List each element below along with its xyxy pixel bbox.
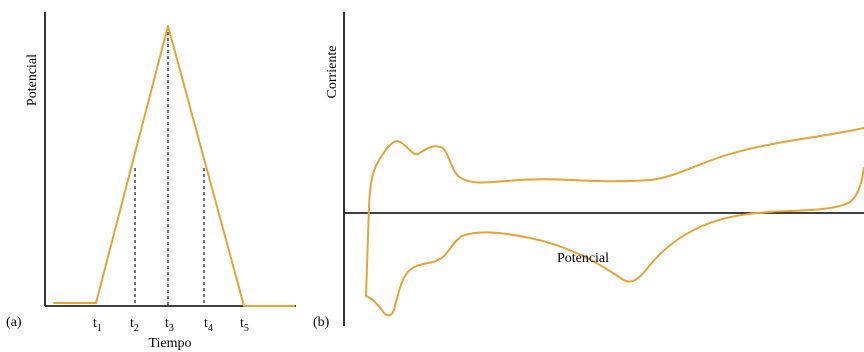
panel-b: Corriente Potencial (b) [313,12,864,330]
panel-a-label: (a) [6,315,22,330]
panel-b-label: (b) [313,315,330,330]
panel-a-ylabel: Potencial [25,54,40,106]
panel-b-xlabel: Potencial [557,251,609,266]
panel-a-xlabel: Tiempo [148,336,191,351]
voltammogram-curve [365,127,864,317]
tick-label-t2: t2 [130,316,139,334]
panel-a: Potencial Tiempo (a) t1 t2 t3 t4 t5 [6,12,296,351]
tick-label-t1: t1 [93,316,102,334]
tick-label-t4: t4 [204,316,213,334]
panel-b-ylabel: Corriente [325,46,340,99]
tick-label-t5: t5 [240,316,249,334]
triangular-potential-waveform [53,25,295,307]
tick-label-t3: t3 [165,316,174,334]
